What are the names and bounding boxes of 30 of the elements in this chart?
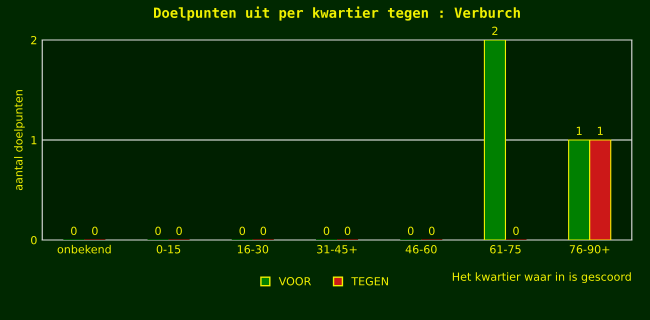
- x-tick-label: 16-30: [238, 245, 268, 254]
- data-label: 0: [408, 226, 414, 236]
- x-tick-label: 76-90+: [570, 245, 610, 254]
- y-tick-label: 0: [31, 236, 37, 244]
- data-label: 0: [428, 226, 435, 236]
- x-tick-label: 31-45+: [317, 245, 357, 254]
- y-tick-label: 1: [32, 136, 36, 144]
- data-label: 0: [176, 226, 182, 236]
- x-tick-label: onbekend: [58, 244, 111, 254]
- bar: [484, 40, 506, 240]
- chart-title: Doelpunten uit per kwartier tegen : Verburch: [154, 6, 520, 21]
- y-axis-title: aantal doelpunten: [14, 90, 25, 190]
- data-label: 0: [260, 226, 266, 236]
- data-label: 0: [239, 226, 246, 236]
- legend-label: VOOR: [278, 277, 312, 286]
- data-label: 1: [598, 126, 603, 135]
- y-tick-label: 2: [31, 36, 36, 44]
- data-label: 0: [92, 226, 98, 236]
- x-axis-title: Het kwartier waar in is gescoord: [452, 272, 631, 284]
- data-label: 2: [492, 26, 498, 35]
- legend-label: TEGEN: [351, 277, 388, 286]
- data-label: 0: [513, 226, 519, 236]
- data-label: 0: [344, 226, 350, 236]
- x-tick-label: 0-15: [156, 245, 180, 254]
- x-tick-label: 61-75: [490, 245, 521, 254]
- data-label: 0: [71, 226, 77, 236]
- data-label: 0: [155, 226, 161, 236]
- data-label: 1: [576, 126, 582, 135]
- x-tick-label: 46-60: [406, 245, 437, 254]
- data-label: 0: [324, 226, 330, 236]
